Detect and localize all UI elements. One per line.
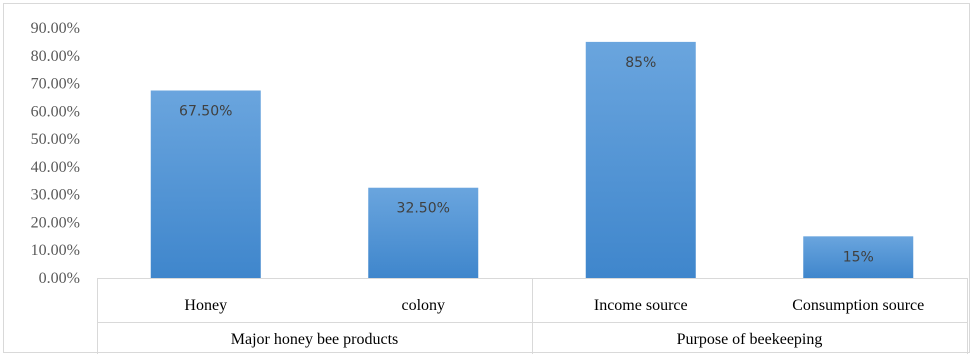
data-label: 15% [843,249,874,265]
labels-layer: Honey 67.50% colony 32.50% Income source 85% C… [179,55,924,314]
category-label: Income source [594,297,688,314]
y-tick-label: 60.00% [31,103,80,120]
chart-frame: 0.00% 10.00% 20.00% 30.00% 40.00% 50.00% 60.00… [3,3,970,354]
group-label: Purpose of beekeeping [677,331,823,348]
data-label: 67.50% [179,104,232,120]
bar [368,187,479,278]
category-label: Honey [184,297,227,314]
y-tick-label: 90.00% [31,20,80,37]
bar [803,236,914,278]
y-tick-label: 10.00% [31,242,80,259]
category-label: Consumption source [792,297,924,314]
y-tick-label: 20.00% [31,214,80,231]
data-label: 32.50% [397,201,450,217]
y-tick-label: 30.00% [31,187,80,204]
y-tick-label: 0.00% [39,270,80,287]
data-label: 85% [625,55,656,71]
bar-chart: 0.00% 10.00% 20.00% 30.00% 40.00% 50.00% 60.00… [31,20,968,354]
bar [150,90,261,278]
y-tick-label: 80.00% [31,48,80,65]
bars-layer [150,41,914,279]
axis-layer: 0.00% 10.00% 20.00% 30.00% 40.00% 50.00% 60.00… [31,20,968,354]
y-tick-label: 40.00% [31,159,80,176]
group-label: Major honey bee products [231,331,399,348]
y-tick-label: 50.00% [31,131,80,148]
category-label: colony [401,297,445,314]
y-tick-label: 70.00% [31,76,80,93]
bar [585,41,696,279]
